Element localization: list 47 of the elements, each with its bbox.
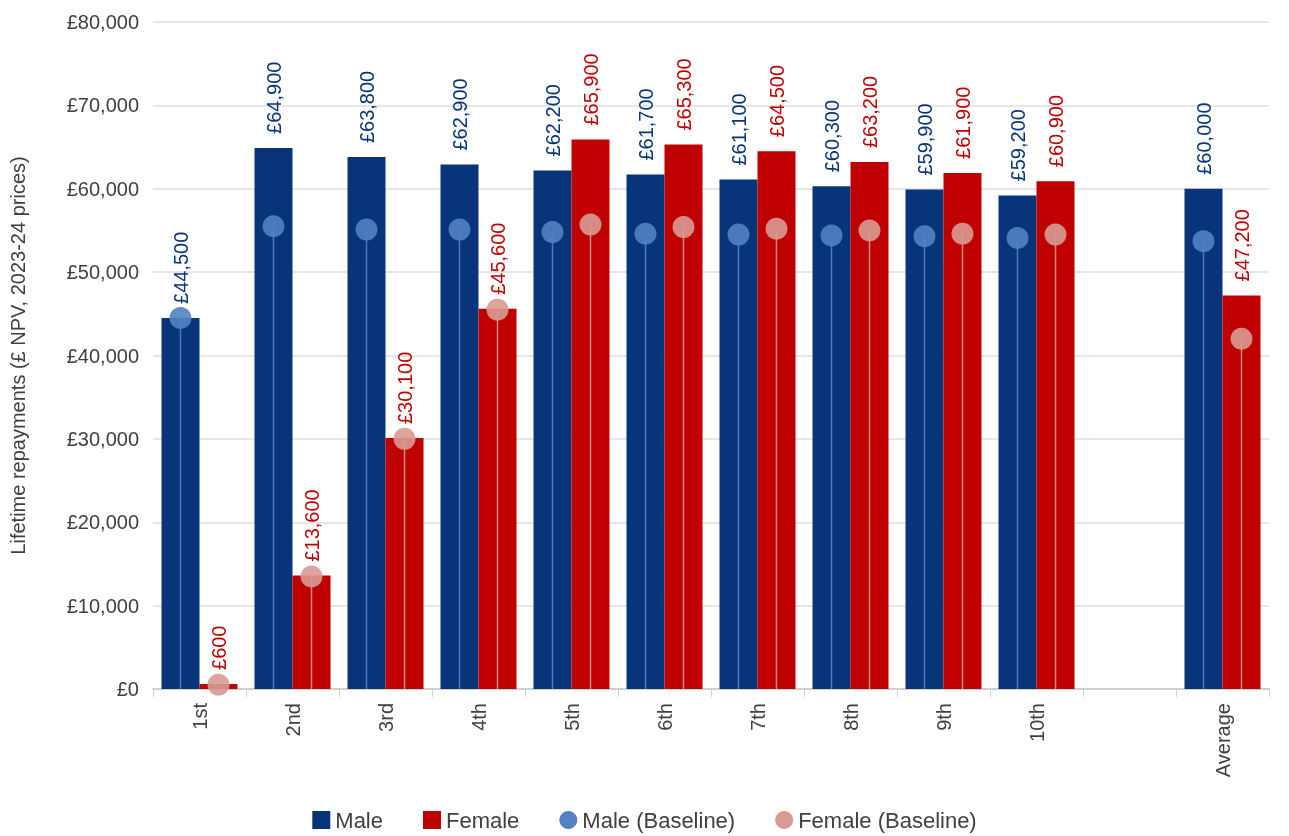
y-tick-label: £0 [116,678,139,700]
x-tick-label: 7th [746,703,769,731]
data-label: £65,900 [579,53,602,126]
y-axis-title: Lifetime repayments (£ NPV, 2023-24 prices) [7,156,29,555]
data-label: £59,200 [1006,109,1029,182]
y-tick-label: £20,000 [66,511,139,534]
data-label: £61,700 [634,88,657,161]
data-label: £44,500 [169,231,192,304]
y-tick-label: £50,000 [66,261,139,284]
y-tick-label: £10,000 [66,594,139,617]
data-label: £60,300 [820,99,843,173]
data-label: £30,100 [393,351,416,425]
data-label: £62,200 [541,84,564,157]
data-label: £45,600 [486,222,509,295]
y-tick-label: £80,000 [66,11,139,33]
x-tick-label: 2nd [281,703,304,737]
x-tick-label: Average [1211,703,1234,778]
x-tick-label: 1st [188,702,211,730]
data-label: £64,500 [765,64,788,138]
data-label: £47,200 [1230,209,1253,282]
x-tick-label: 10th [1025,703,1048,742]
data-label: £65,300 [672,58,695,131]
x-tick-label: 4th [467,703,490,731]
data-label: £64,900 [262,61,285,134]
data-label: £60,000 [1192,102,1215,175]
x-tick-label: 3rd [374,703,397,732]
data-label: £60,900 [1044,94,1067,168]
data-label: £61,900 [951,86,974,159]
y-tick-label: £70,000 [66,94,139,117]
x-tick-label: 6th [653,703,676,731]
data-label: £61,100 [727,93,750,166]
y-tick-label: £60,000 [66,177,139,200]
legend-label: Male [335,807,383,833]
data-label: £63,200 [858,75,881,149]
legend-label: Female (Baseline) [798,807,977,833]
legend-label: Male (Baseline) [582,807,736,833]
data-label: £59,900 [913,103,936,176]
x-tick-label: 5th [560,703,583,731]
data-label: £13,600 [300,489,323,562]
legend-label: Female [445,807,520,833]
data-label: £600 [207,625,230,670]
data-label: £63,800 [355,70,378,144]
y-tick-label: £40,000 [66,344,139,367]
x-tick-label: 8th [839,703,862,731]
data-label: £62,900 [448,78,471,151]
y-tick-label: £30,000 [66,427,139,450]
x-tick-label: 9th [932,703,955,731]
